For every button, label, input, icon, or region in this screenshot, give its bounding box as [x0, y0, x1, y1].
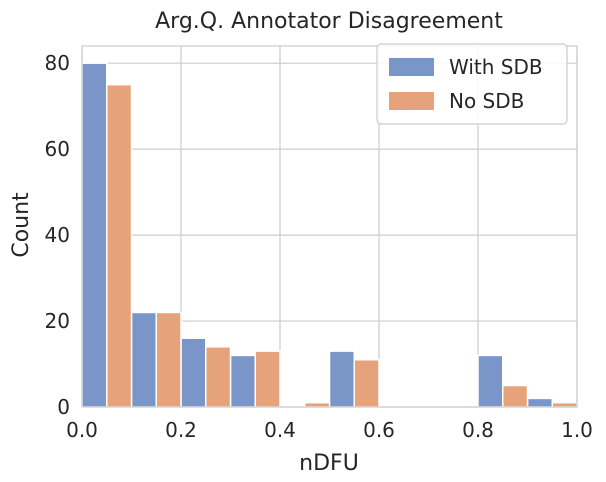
- chart-title: Arg.Q. Annotator Disagreement: [155, 9, 503, 34]
- y-tick-label: 40: [45, 223, 70, 247]
- bar-with-sdb-bin-2: [180, 337, 207, 408]
- bar-no-sdb-bin-8: [502, 384, 529, 408]
- bar-no-sdb-bin-2: [205, 346, 232, 408]
- y-tick-label: 20: [45, 309, 70, 333]
- bar-with-sdb-bin-3: [229, 354, 256, 408]
- bar-no-sdb-bin-5: [353, 358, 380, 408]
- legend: With SDB No SDB: [376, 43, 568, 125]
- y-axis-label: Count: [9, 192, 34, 258]
- x-tick-labels: 0.0 0.2 0.4 0.6 0.8 1.0: [66, 418, 593, 442]
- x-tick-label: 0.8: [462, 418, 494, 442]
- bar-no-sdb-bin-3: [254, 350, 281, 408]
- legend-label: No SDB: [449, 89, 524, 113]
- x-tick-label: 0.0: [66, 418, 98, 442]
- legend-swatch: [389, 92, 434, 110]
- legend-label: With SDB: [449, 55, 543, 79]
- x-tick-label: 0.2: [165, 418, 197, 442]
- legend-swatch: [389, 58, 434, 76]
- y-tick-labels: 0 20 40 60 80: [45, 51, 70, 419]
- bar-no-sdb-bin-4: [304, 401, 331, 408]
- y-tick-label: 0: [57, 395, 70, 419]
- bar-with-sdb-bin-1: [130, 311, 157, 408]
- bar-no-sdb-bin-0: [106, 83, 133, 408]
- plot-frame: [81, 45, 578, 408]
- bar-no-sdb-bin-9: [551, 401, 578, 408]
- bar-no-sdb-bin-1: [155, 311, 182, 408]
- y-tick-label: 80: [45, 51, 70, 75]
- bar-with-sdb-bin-8: [477, 354, 504, 408]
- bar-with-sdb-bin-5: [328, 350, 355, 408]
- bar-with-sdb-bin-9: [526, 397, 553, 408]
- x-tick-label: 0.4: [264, 418, 296, 442]
- x-tick-label: 1.0: [561, 418, 593, 442]
- x-axis-label: nDFU: [299, 451, 359, 476]
- y-tick-label: 60: [45, 137, 70, 161]
- bars-group: [81, 62, 578, 408]
- x-tick-label: 0.6: [363, 418, 395, 442]
- bar-with-sdb-bin-0: [81, 62, 108, 408]
